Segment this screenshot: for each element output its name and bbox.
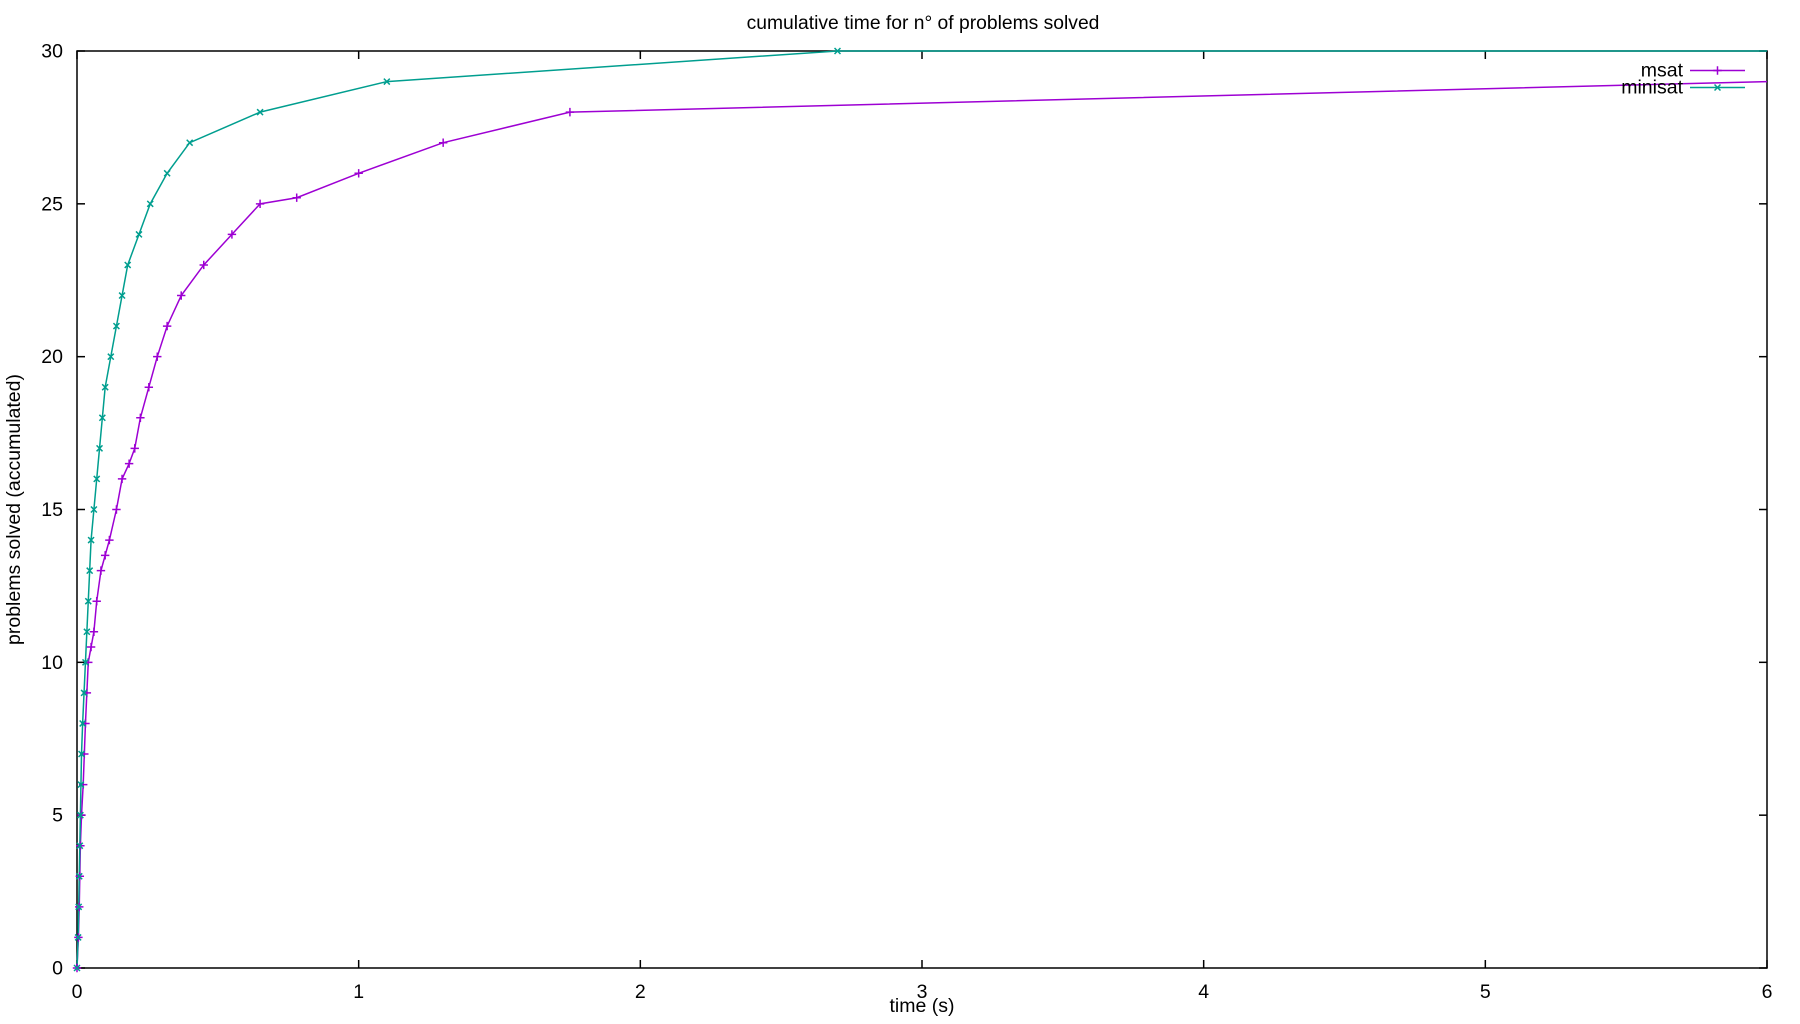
svg-text:25: 25: [41, 193, 63, 215]
svg-text:5: 5: [52, 805, 63, 827]
svg-text:0: 0: [72, 981, 83, 1003]
svg-text:6: 6: [1762, 981, 1773, 1003]
svg-text:time (s): time (s): [890, 995, 955, 1017]
svg-text:problems solved (accumulated): problems solved (accumulated): [3, 374, 25, 645]
svg-text:4: 4: [1198, 981, 1209, 1003]
svg-text:cumulative time for n° of prob: cumulative time for n° of problems solve…: [747, 13, 1100, 34]
svg-text:0: 0: [52, 958, 63, 980]
svg-text:2: 2: [635, 981, 646, 1003]
svg-text:30: 30: [41, 41, 63, 63]
svg-text:5: 5: [1480, 981, 1491, 1003]
svg-text:10: 10: [41, 652, 63, 674]
svg-text:20: 20: [41, 346, 63, 368]
svg-text:1: 1: [353, 981, 364, 1003]
svg-text:15: 15: [41, 499, 63, 521]
svg-text:minisat: minisat: [1621, 77, 1683, 99]
